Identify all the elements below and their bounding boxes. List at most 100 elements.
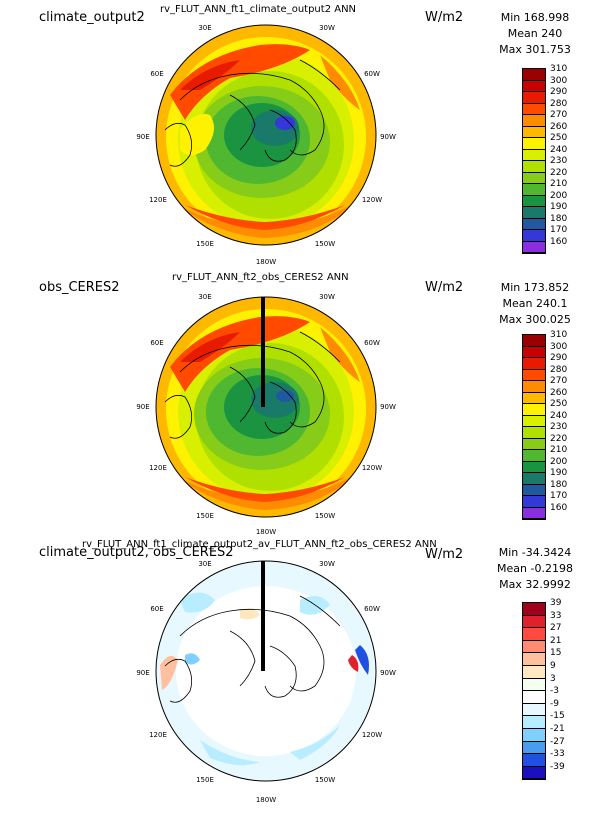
colorbar-swatch	[523, 335, 545, 347]
coastlines-diff	[164, 595, 341, 703]
colorbar-swatch	[523, 666, 545, 679]
colorbar-label: 310	[550, 330, 568, 340]
colorbar-label: 39	[550, 598, 562, 608]
lon-label: 120E	[149, 196, 167, 204]
colorbar-label: 250	[550, 133, 568, 143]
colorbar-label: 200	[550, 456, 568, 467]
lon-label: 30W	[319, 24, 335, 32]
lon-label: 120W	[361, 196, 383, 204]
stat-max: Max 300.025	[499, 313, 571, 326]
lon-label: 180W	[255, 258, 277, 266]
colorbar-label: -9	[550, 698, 559, 709]
colorbar-swatch	[523, 404, 545, 416]
colorbar-swatch	[523, 172, 545, 184]
case-name-model: climate_output2	[39, 10, 145, 25]
stat-mean: Mean 240	[507, 27, 563, 40]
colorbar-label: 230	[550, 422, 568, 432]
colorbar-swatch	[523, 628, 545, 641]
colorbar-label: 9	[550, 661, 556, 671]
colorbar-label: -39	[550, 761, 565, 772]
colorbar-swatch	[523, 716, 545, 729]
lon-label: 120E	[149, 464, 167, 472]
colorbar-swatch	[523, 230, 545, 242]
colorbar-label: 280	[550, 364, 568, 375]
panel-title-diff: rv_FLUT_ANN_ft1_climate_output2_av_FLUT_…	[82, 539, 437, 550]
colorbar-swatch	[523, 346, 545, 358]
colorbar-swatch	[523, 691, 545, 704]
colorbar-swatch	[523, 603, 545, 616]
colorbar-swatch	[523, 438, 545, 450]
colorbar-label: -27	[550, 736, 565, 747]
colorbar-label: 240	[550, 144, 568, 155]
lon-label: 60E	[150, 70, 164, 78]
lon-label: 90E	[136, 133, 150, 141]
lon-label: 120W	[361, 731, 383, 739]
lon-label: 90W	[380, 133, 396, 141]
colorbar-label: 160	[550, 236, 568, 247]
coastlines-obs	[164, 331, 341, 439]
colorbar-label: 170	[550, 491, 568, 501]
colorbar-label: 210	[550, 179, 568, 189]
colorbar-swatch	[523, 392, 545, 404]
units-diff: W/m2	[425, 547, 464, 562]
colorbar-label: 220	[550, 167, 568, 178]
colorbar-swatch	[523, 149, 545, 161]
colorbar-swatch	[523, 69, 545, 81]
polar-map-obs	[156, 297, 376, 517]
colorbar-swatch	[523, 369, 545, 381]
polar-map-diff	[156, 561, 376, 781]
colorbar-swatch	[523, 161, 545, 173]
colorbar-swatch	[523, 703, 545, 717]
colorbar-swatch	[523, 115, 545, 127]
colorbar-label: 220	[550, 433, 568, 444]
colorbar-swatch	[523, 415, 545, 427]
lon-label: 120W	[361, 464, 383, 472]
lon-label: 90E	[136, 669, 150, 677]
colorbar-label: 27	[550, 623, 562, 634]
colorbar-box	[522, 334, 546, 520]
colorbar-swatch	[523, 126, 545, 138]
lon-label: 150E	[196, 240, 214, 248]
lon-label: 150W	[314, 776, 336, 784]
lon-label: 180W	[255, 796, 277, 804]
colorbar-swatch	[523, 218, 545, 230]
colorbar-label: 15	[550, 648, 562, 659]
colorbar-swatch	[523, 461, 545, 473]
colorbar-label: 290	[550, 87, 568, 97]
lon-label: 30W	[319, 560, 335, 568]
colorbar-swatch	[523, 207, 545, 219]
colorbar-swatch	[523, 184, 545, 196]
stat-max: Max 32.9992	[499, 578, 571, 591]
coastlines-model	[164, 59, 341, 167]
colorbar-box	[522, 68, 546, 254]
colorbar-swatch	[523, 138, 545, 150]
colorbar-swatch	[523, 241, 545, 253]
lon-label: 120E	[149, 731, 167, 739]
colorbar-swatch	[523, 473, 545, 485]
colorbar-label: -15	[550, 711, 565, 722]
colorbar-label: 230	[550, 156, 568, 166]
colorbar-label: 180	[550, 479, 568, 490]
lon-label: 90W	[380, 403, 396, 411]
stat-min: Min 168.998	[500, 11, 570, 24]
stats-diff: Min -34.3424 Mean -0.2198 Max 32.9992	[490, 545, 580, 593]
case-name-diff: climate_output2, obs_CERES2	[39, 545, 234, 560]
stats-model: Min 168.998 Mean 240 Max 301.753	[490, 10, 580, 58]
colorbar-label: -33	[550, 749, 565, 760]
colorbar-swatch	[523, 103, 545, 115]
colorbar-label: -21	[550, 724, 565, 734]
stat-mean: Mean -0.2198	[497, 562, 573, 575]
colorbar-swatch	[523, 741, 545, 755]
colorbar-swatch	[523, 358, 545, 370]
colorbar-label: 21	[550, 635, 562, 646]
colorbar-swatch	[523, 754, 545, 767]
panel-title-obs: rv_FLUT_ANN_ft2_obs_CERES2 ANN	[172, 272, 349, 283]
colorbar-swatch	[523, 729, 545, 742]
units-model: W/m2	[425, 10, 464, 25]
colorbar-label: 310	[550, 64, 568, 74]
case-name-obs: obs_CERES2	[39, 280, 120, 295]
colorbar-swatch	[523, 507, 545, 519]
lon-label: 30E	[198, 560, 212, 568]
colorbar-swatch	[523, 80, 545, 92]
colorbar-swatch	[523, 496, 545, 508]
